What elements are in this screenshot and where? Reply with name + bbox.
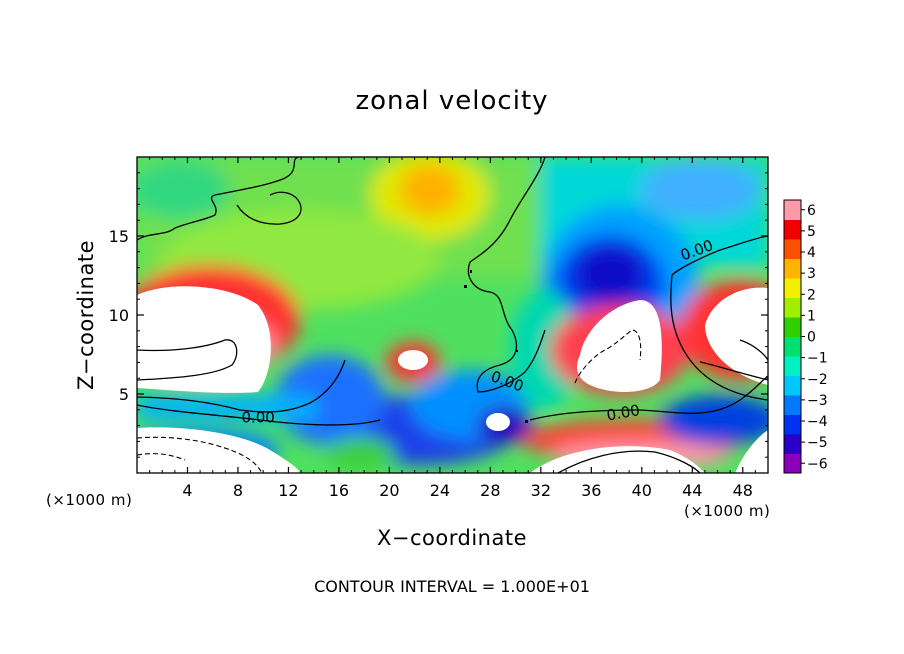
colorbar-tick-label: 1 (807, 308, 816, 324)
x-unit-label-left: (×1000 m) (46, 491, 133, 509)
colorbar-swatch (784, 414, 801, 435)
colorbar-swatch (784, 239, 801, 259)
colorbar-tick-label: −2 (807, 372, 828, 388)
x-tick-label: 32 (531, 481, 551, 500)
contour-label: 0.00 (605, 401, 641, 425)
colorbar-swatch (784, 434, 801, 454)
colorbar-swatch (784, 336, 801, 357)
colorbar-swatch (784, 453, 801, 474)
y-tick-label: 15 (109, 227, 129, 246)
colorbar-swatch (784, 278, 801, 298)
colorbar-tick-label: −1 (807, 351, 828, 367)
colorbar-tick-label: 5 (807, 224, 816, 240)
contour-label: 0.00 (241, 408, 274, 426)
x-tick-label: 20 (379, 481, 399, 500)
x-tick-label: 44 (682, 481, 702, 500)
x-unit-label-right: (×1000 m) (684, 502, 771, 520)
colorbar-swatch (784, 317, 801, 337)
x-tick-label: 16 (329, 481, 349, 500)
x-tick-label: 4 (182, 481, 192, 500)
colorbar-tick-label: 2 (807, 287, 816, 303)
chart-title: zonal velocity (355, 86, 549, 116)
y-tick-label: 5 (119, 385, 129, 404)
velocity-field (137, 157, 768, 473)
x-tick-label: 24 (430, 481, 450, 500)
x-tick-label: 40 (632, 481, 652, 500)
colorbar-swatch (784, 395, 801, 415)
colorbar-swatch (784, 219, 801, 240)
x-tick-label: 8 (233, 481, 243, 500)
colorbar-tick-label: 4 (807, 245, 816, 261)
colorbar-swatch (784, 258, 801, 279)
x-tick-label: 48 (733, 481, 753, 500)
colorbar-tick-label: 3 (807, 266, 816, 282)
colorbar-tick-label: 6 (807, 203, 816, 219)
x-tick-label: 28 (480, 481, 500, 500)
x-tick-label: 36 (581, 481, 601, 500)
colorbar-tick-label: −4 (807, 414, 828, 430)
x-tick-label: 12 (278, 481, 298, 500)
colorbar-swatch (784, 375, 801, 396)
colorbar-swatch (784, 297, 801, 318)
colorbar-tick-label: −3 (807, 393, 828, 409)
colorbar-tick-label: −6 (807, 456, 828, 472)
y-tick-label: 10 (109, 306, 129, 325)
x-axis-label: X−coordinate (377, 526, 527, 550)
colorbar-tick-label: −5 (807, 435, 828, 451)
y-axis-label: Z−coordinate (74, 240, 98, 390)
colorbar-swatch (784, 356, 801, 376)
colorbar-tick-label: 0 (807, 330, 816, 346)
contour-interval-note: CONTOUR INTERVAL = 1.000E+01 (314, 577, 590, 596)
colorbar-swatch (784, 200, 801, 220)
